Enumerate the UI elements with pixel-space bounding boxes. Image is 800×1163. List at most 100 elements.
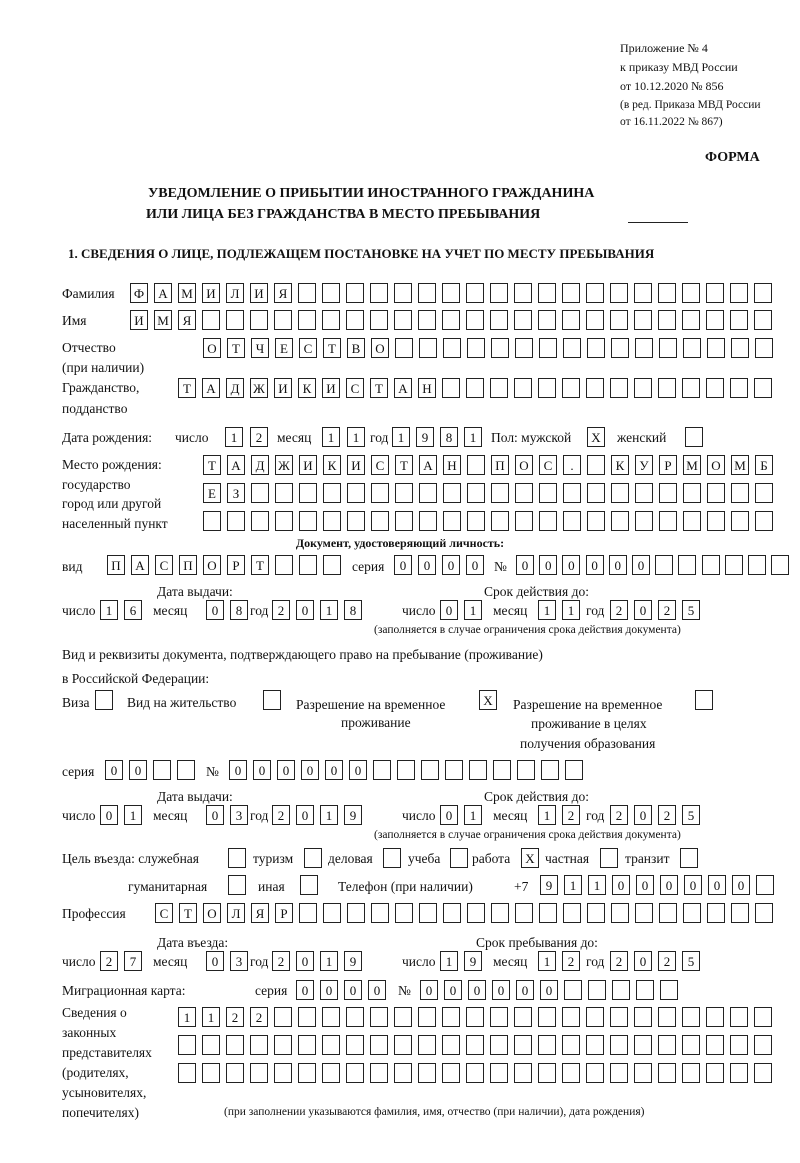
date-month-cell[interactable]: 3	[230, 951, 248, 971]
temp-residence-checkbox-cell[interactable]: X	[479, 690, 497, 710]
pob-line3-cell[interactable]	[299, 511, 317, 531]
phone-cell[interactable]: 0	[684, 875, 702, 895]
patronymic-cell[interactable]: О	[371, 338, 389, 358]
patronymic-cell[interactable]	[419, 338, 437, 358]
legal-line2-cell[interactable]	[346, 1035, 364, 1055]
legal-line3-cell[interactable]	[346, 1063, 364, 1083]
pob-line2-cell[interactable]: Е	[203, 483, 221, 503]
surname-cell[interactable]	[322, 283, 340, 303]
phone-cell[interactable]	[756, 875, 774, 895]
date-day-cell[interactable]: 0	[440, 600, 458, 620]
pob-line2-cell[interactable]	[491, 483, 509, 503]
patronymic-cell[interactable]	[611, 338, 629, 358]
pob-line3-cell[interactable]	[683, 511, 701, 531]
pob-line1-cell[interactable]: У	[635, 455, 653, 475]
pob-line1-cell[interactable]: И	[347, 455, 365, 475]
profession-cell[interactable]	[611, 903, 629, 923]
name-cell[interactable]	[370, 310, 388, 330]
name-cell[interactable]	[274, 310, 292, 330]
date-month-cell[interactable]: 0	[206, 600, 224, 620]
id-series-cell[interactable]: 0	[418, 555, 436, 575]
legal-line1-cell[interactable]	[658, 1007, 676, 1027]
date-day-cell[interactable]: 0	[100, 805, 118, 825]
surname-cell[interactable]	[418, 283, 436, 303]
surname-cell[interactable]	[610, 283, 628, 303]
patronymic-cell[interactable]: Ч	[251, 338, 269, 358]
pob-line2-cell[interactable]	[299, 483, 317, 503]
pob-line2-cell[interactable]: З	[227, 483, 245, 503]
legal-line3-cell[interactable]	[538, 1063, 556, 1083]
profession-cell[interactable]	[515, 903, 533, 923]
dob-day-cell[interactable]: 1	[225, 427, 243, 447]
pob-line3-cell[interactable]	[467, 511, 485, 531]
stay-number-cell[interactable]	[541, 760, 559, 780]
pob-line1-cell[interactable]: П	[491, 455, 509, 475]
date-month-cell[interactable]: 1	[538, 805, 556, 825]
id-number-cell[interactable]	[724, 555, 743, 575]
profession-cell[interactable]	[491, 903, 509, 923]
stay-number-cell[interactable]: 0	[253, 760, 271, 780]
legal-line1-cell[interactable]	[682, 1007, 700, 1027]
stay-number-cell[interactable]	[517, 760, 535, 780]
surname-cell[interactable]	[754, 283, 772, 303]
pob-line3-cell[interactable]	[707, 511, 725, 531]
legal-line1-cell[interactable]	[418, 1007, 436, 1027]
legal-line1-cell[interactable]	[322, 1007, 340, 1027]
stay-number-cell[interactable]	[445, 760, 463, 780]
patronymic-cell[interactable]	[635, 338, 653, 358]
legal-line1-cell[interactable]: 2	[226, 1007, 244, 1027]
pob-line1-cell[interactable]: А	[419, 455, 437, 475]
pob-line1-cell[interactable]: А	[227, 455, 245, 475]
mc-series-cell[interactable]: 0	[320, 980, 338, 1000]
patronymic-cell[interactable]: С	[299, 338, 317, 358]
citizenship-cell[interactable]: Т	[370, 378, 388, 398]
legal-line3-cell[interactable]	[466, 1063, 484, 1083]
legal-line3-cell[interactable]	[682, 1063, 700, 1083]
date-day-cell[interactable]: 1	[464, 805, 482, 825]
pob-line2-cell[interactable]	[419, 483, 437, 503]
date-year-cell[interactable]: 0	[296, 805, 314, 825]
pob-line1-cell[interactable]: К	[611, 455, 629, 475]
surname-cell[interactable]	[562, 283, 580, 303]
patronymic-cell[interactable]: Т	[323, 338, 341, 358]
legal-line2-cell[interactable]	[514, 1035, 532, 1055]
mc-number-cell[interactable]	[660, 980, 678, 1000]
phone-cell[interactable]: 1	[564, 875, 582, 895]
pob-line3-cell[interactable]	[755, 511, 773, 531]
pob-line2-cell[interactable]	[371, 483, 389, 503]
patronymic-cell[interactable]	[443, 338, 461, 358]
pob-line1-cell[interactable]: С	[371, 455, 389, 475]
legal-line1-cell[interactable]	[706, 1007, 724, 1027]
mc-series-cell[interactable]: 0	[368, 980, 386, 1000]
mc-number-cell[interactable]: 0	[468, 980, 486, 1000]
date-year-cell[interactable]: 9	[344, 951, 362, 971]
legal-line2-cell[interactable]	[442, 1035, 460, 1055]
mc-number-cell[interactable]	[636, 980, 654, 1000]
pob-line2-cell[interactable]	[323, 483, 341, 503]
pob-line1-cell[interactable]: .	[563, 455, 581, 475]
citizenship-cell[interactable]	[610, 378, 628, 398]
legal-line3-cell[interactable]	[586, 1063, 604, 1083]
date-month-cell[interactable]: 1	[562, 600, 580, 620]
legal-line3-cell[interactable]	[442, 1063, 460, 1083]
profession-cell[interactable]	[635, 903, 653, 923]
legal-line1-cell[interactable]: 1	[202, 1007, 220, 1027]
legal-line1-cell[interactable]	[610, 1007, 628, 1027]
pob-line3-cell[interactable]	[611, 511, 629, 531]
id-kind-cell[interactable]: А	[131, 555, 149, 575]
citizenship-cell[interactable]	[754, 378, 772, 398]
surname-cell[interactable]	[706, 283, 724, 303]
surname-cell[interactable]: Л	[226, 283, 244, 303]
id-number-cell[interactable]	[701, 555, 720, 575]
profession-cell[interactable]	[755, 903, 773, 923]
pob-line3-cell[interactable]	[275, 511, 293, 531]
pob-line3-cell[interactable]	[731, 511, 749, 531]
date-year-cell[interactable]: 0	[634, 805, 652, 825]
legal-line2-cell[interactable]	[730, 1035, 748, 1055]
pob-line3-cell[interactable]	[515, 511, 533, 531]
profession-cell[interactable]	[419, 903, 437, 923]
profession-cell[interactable]	[443, 903, 461, 923]
date-year-cell[interactable]: 0	[634, 951, 652, 971]
surname-cell[interactable]	[658, 283, 676, 303]
pob-line2-cell[interactable]	[539, 483, 557, 503]
